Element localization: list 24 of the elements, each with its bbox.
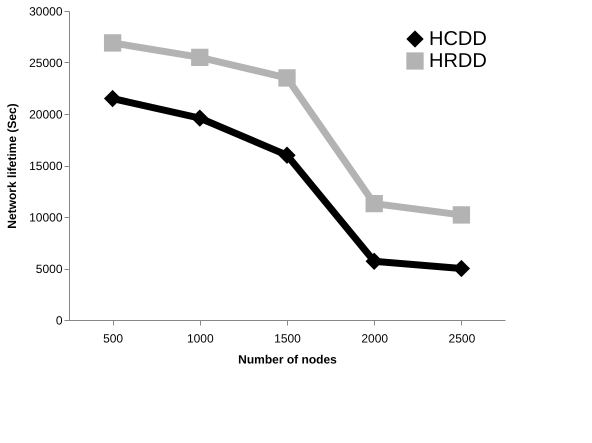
x-tick-label: 1500	[274, 332, 302, 346]
y-tick-label: 5000	[36, 262, 63, 276]
point	[366, 194, 383, 212]
y-tick-label: 10000	[29, 210, 63, 224]
y-axis-title: Network lifetime (Sec)	[5, 103, 20, 229]
y-tick-label: 30000	[29, 4, 63, 18]
point	[104, 34, 122, 52]
y-tick-label: 20000	[29, 108, 63, 122]
x-tick-label: 2000	[361, 332, 388, 346]
point	[278, 69, 296, 87]
x-axis-title: Number of nodes	[238, 352, 338, 366]
legend-label: HCDD	[429, 28, 487, 50]
x-tick-label: 1000	[186, 332, 214, 346]
legend-label: HRDD	[429, 50, 487, 72]
x-tick-label: 500	[103, 332, 124, 346]
y-tick-label: 15000	[29, 159, 63, 173]
point	[278, 146, 296, 164]
point	[452, 206, 470, 224]
point	[191, 48, 208, 66]
point	[104, 90, 122, 108]
y-tick-label: 25000	[29, 56, 63, 70]
point	[191, 109, 208, 127]
y-tick-label: 0	[56, 314, 63, 328]
x-tick-label: 2500	[448, 332, 476, 346]
